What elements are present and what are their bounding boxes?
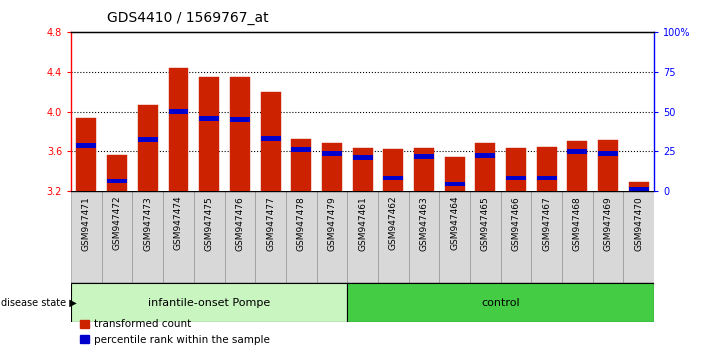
FancyBboxPatch shape [225, 191, 255, 283]
Bar [598, 151, 618, 155]
Bar [77, 143, 97, 148]
Bar [567, 141, 587, 191]
Bar [383, 176, 403, 181]
FancyBboxPatch shape [255, 191, 286, 283]
Bar [506, 176, 526, 181]
FancyBboxPatch shape [71, 191, 102, 283]
FancyBboxPatch shape [71, 283, 347, 322]
Bar [169, 109, 188, 114]
Bar [260, 136, 281, 141]
Text: GSM947472: GSM947472 [112, 196, 122, 250]
FancyBboxPatch shape [593, 191, 624, 283]
FancyBboxPatch shape [531, 191, 562, 283]
Bar [629, 182, 648, 191]
Text: GSM947468: GSM947468 [573, 196, 582, 251]
FancyBboxPatch shape [501, 191, 531, 283]
FancyBboxPatch shape [562, 191, 593, 283]
Bar [169, 68, 188, 191]
Text: GSM947461: GSM947461 [358, 196, 367, 251]
FancyBboxPatch shape [132, 191, 163, 283]
Text: GSM947474: GSM947474 [174, 196, 183, 250]
Text: GSM947464: GSM947464 [450, 196, 459, 250]
FancyBboxPatch shape [378, 191, 409, 283]
Text: GSM947467: GSM947467 [542, 196, 551, 251]
Bar [476, 143, 496, 191]
Text: GSM947478: GSM947478 [296, 196, 306, 251]
Bar [138, 137, 158, 142]
Bar [322, 143, 342, 191]
Text: GSM947476: GSM947476 [235, 196, 245, 251]
Bar [107, 155, 127, 191]
FancyBboxPatch shape [409, 191, 439, 283]
Text: control: control [481, 298, 520, 308]
Text: GSM947465: GSM947465 [481, 196, 490, 251]
Text: GSM947469: GSM947469 [604, 196, 613, 251]
Text: GSM947475: GSM947475 [205, 196, 214, 251]
Text: GDS4410 / 1569767_at: GDS4410 / 1569767_at [107, 11, 268, 25]
FancyBboxPatch shape [624, 191, 654, 283]
Text: GSM947477: GSM947477 [266, 196, 275, 251]
Legend: transformed count, percentile rank within the sample: transformed count, percentile rank withi… [76, 315, 274, 349]
FancyBboxPatch shape [286, 191, 316, 283]
Text: GSM947473: GSM947473 [144, 196, 152, 251]
Bar [77, 119, 97, 191]
Bar [292, 139, 311, 191]
FancyBboxPatch shape [316, 191, 347, 283]
Bar [476, 153, 496, 158]
FancyBboxPatch shape [163, 191, 194, 283]
Bar [598, 141, 618, 191]
Bar [506, 148, 526, 191]
FancyBboxPatch shape [439, 191, 470, 283]
Bar [322, 151, 342, 155]
Bar [567, 149, 587, 154]
Text: GSM947462: GSM947462 [389, 196, 397, 250]
Bar [444, 182, 465, 187]
FancyBboxPatch shape [470, 191, 501, 283]
Text: GSM947471: GSM947471 [82, 196, 91, 251]
Bar [138, 104, 158, 191]
Bar [353, 155, 373, 160]
Bar [414, 154, 434, 159]
Text: GSM947479: GSM947479 [328, 196, 336, 251]
Bar [230, 77, 250, 191]
Bar [537, 147, 557, 191]
Bar [353, 148, 373, 191]
Bar [629, 187, 648, 192]
FancyBboxPatch shape [347, 191, 378, 283]
Text: GSM947463: GSM947463 [419, 196, 429, 251]
Bar [292, 147, 311, 152]
Bar [230, 117, 250, 122]
Bar [414, 148, 434, 191]
Bar [199, 116, 219, 121]
Text: GSM947466: GSM947466 [511, 196, 520, 251]
FancyBboxPatch shape [194, 191, 225, 283]
FancyBboxPatch shape [102, 191, 132, 283]
Bar [260, 92, 281, 191]
Bar [444, 157, 465, 191]
Bar [199, 77, 219, 191]
Text: infantile-onset Pompe: infantile-onset Pompe [148, 298, 270, 308]
Bar [107, 179, 127, 183]
Text: disease state ▶: disease state ▶ [1, 298, 77, 308]
Bar [537, 176, 557, 181]
Bar [383, 149, 403, 191]
FancyBboxPatch shape [347, 283, 654, 322]
Text: GSM947470: GSM947470 [634, 196, 643, 251]
